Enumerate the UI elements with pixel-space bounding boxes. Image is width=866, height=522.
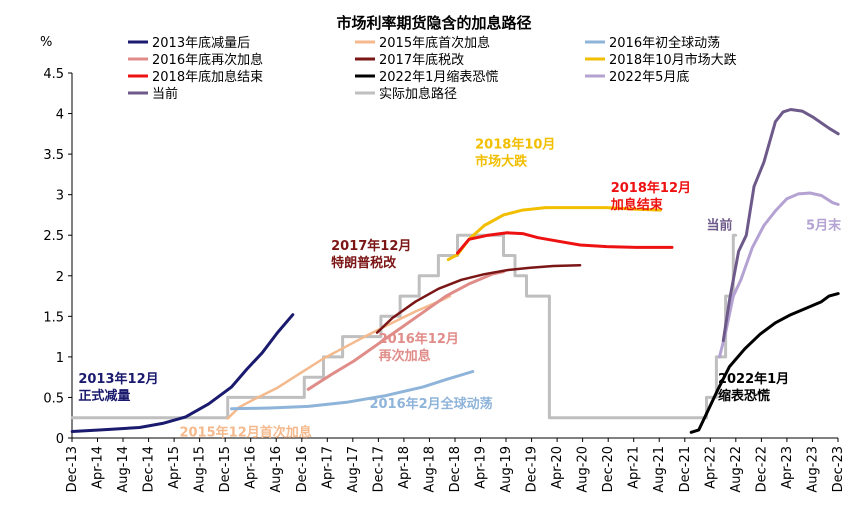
legend-label: 2013年底减量后: [152, 35, 250, 51]
series-lines: [70, 108, 840, 434]
legend-label: 2022年1月缩表恐慌: [379, 69, 498, 85]
x-tick-label: Dec-23: [831, 446, 846, 492]
x-tick-label: Dec-14: [142, 446, 157, 492]
annotation-label: 5月末: [806, 218, 842, 234]
y-tick-label: 4: [56, 108, 64, 123]
annotation-label: 2013年12月: [78, 371, 158, 387]
legend-label: 2018年10月市场大跌: [609, 52, 737, 68]
x-tick-label: Dec-18: [448, 446, 463, 492]
x-tick-label: Dec-16: [295, 446, 310, 492]
x-tick-label: Apr-20: [550, 446, 565, 489]
series-line-6: [456, 231, 674, 255]
x-tick-label: Dec-22: [754, 446, 769, 492]
x-tick-label: Apr-23: [780, 446, 795, 489]
annotation-label: 2016年12月: [379, 331, 459, 347]
chart-title: 市场利率期货隐含的加息路径: [336, 14, 531, 32]
x-tick-label: Dec-13: [65, 446, 80, 492]
x-tick-label: Dec-15: [218, 446, 233, 492]
annotation-label: 正式减量: [78, 388, 130, 404]
legend-label: 2022年5月底: [609, 69, 689, 85]
axes: 0 0.5 1 1.5 2 2.5 3 3.5 4 4.5 Dec-13 Apr-14 Aug-14 De…: [43, 67, 846, 493]
annotation-label: 2022年1月: [718, 371, 789, 387]
series-line-8: [718, 191, 840, 359]
x-tick-label: Aug-20: [576, 446, 591, 493]
x-tick-label: Dec-19: [525, 446, 540, 492]
x-tick-label: Apr-15: [167, 446, 182, 489]
annotation-label: 缩表恐慌: [718, 388, 770, 404]
series-line-4: [375, 263, 582, 334]
x-tick-label: Dec-17: [371, 446, 386, 492]
x-tick-label: Aug-18: [422, 446, 437, 493]
series-line-0: [70, 313, 295, 433]
x-tick-label: Apr-16: [244, 446, 259, 489]
legend-label: 2018年底加息结束: [152, 69, 263, 85]
series-line-5: [446, 206, 662, 262]
annotation-label: 市场大跌: [475, 153, 528, 169]
annotation-label: 再次加息: [379, 348, 431, 364]
y-tick-label: 1: [56, 351, 64, 366]
y-tick-label: 4.5: [43, 67, 64, 82]
series-line-1: [226, 294, 452, 420]
annotation-label: 2016年2月全球动荡: [369, 396, 492, 412]
y-tick-label: 3.5: [43, 148, 64, 163]
y-tick-label: 2.5: [43, 229, 64, 244]
x-tick-label: Apr-17: [320, 446, 335, 489]
annotation-label: 2015年12月首次加息: [179, 424, 311, 440]
x-tick-label: Apr-19: [474, 446, 489, 489]
y-tick-label: 2: [56, 270, 64, 285]
x-tick-label: Aug-22: [729, 446, 744, 493]
y-tick-label: 0.5: [43, 391, 64, 406]
x-tick-label: Apr-22: [703, 446, 718, 489]
x-tick-label: Aug-16: [269, 446, 284, 493]
x-tick-label: Apr-14: [91, 446, 106, 489]
annotation-label: 2018年12月: [611, 180, 691, 196]
x-tick-label: Apr-18: [397, 446, 412, 489]
x-tick-label: Dec-21: [678, 446, 693, 492]
series-line-7: [689, 292, 840, 434]
annotation-label: 2018年10月: [475, 136, 555, 152]
legend-label: 2017年底税改: [379, 52, 464, 68]
series-line-9: [721, 108, 840, 343]
x-tick-label: Aug-19: [499, 446, 514, 493]
x-tick-label: Dec-20: [601, 446, 616, 492]
legend-label: 当前: [152, 86, 178, 102]
annotation-label: 加息结束: [610, 197, 664, 213]
x-tick-label: Aug-21: [652, 446, 667, 493]
y-tick-label: 3: [56, 189, 64, 204]
x-tick-label: Aug-17: [346, 446, 361, 493]
legend-label: 实际加息路径: [379, 86, 457, 102]
y-axis-label: %: [40, 35, 52, 50]
x-tick-label: Apr-21: [627, 446, 642, 489]
series-line-2: [230, 370, 475, 411]
annotation-label: 特朗普税改: [331, 255, 397, 271]
legend-label: 2016年底再次加息: [152, 52, 263, 68]
y-tick-label: 1.5: [43, 310, 64, 325]
y-tick-label: 0: [56, 432, 64, 447]
annotation-label: 2017年12月: [331, 238, 411, 254]
x-tick-label: Aug-14: [116, 446, 131, 493]
annotation-label: 当前: [706, 218, 732, 234]
series-line-3: [306, 270, 505, 391]
legend-label: 2015年底首次加息: [379, 35, 490, 51]
legend-label: 2016年初全球动荡: [609, 35, 720, 51]
x-tick-label: Aug-23: [805, 446, 820, 493]
x-tick-label: Aug-15: [193, 446, 208, 493]
